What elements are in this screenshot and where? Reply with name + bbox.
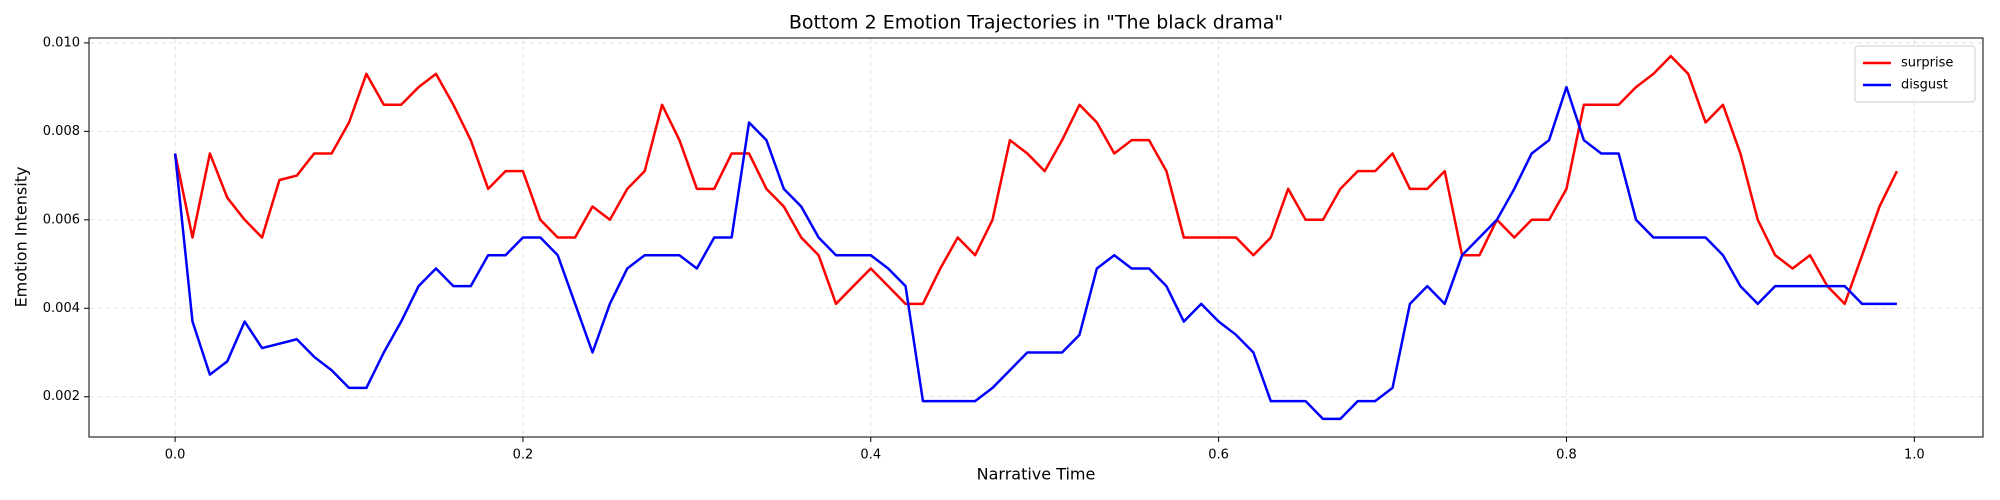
y-tick-label: 0.006 xyxy=(43,212,80,227)
y-tick-label: 0.010 xyxy=(43,35,80,50)
x-tick-label: 0.4 xyxy=(860,448,881,463)
y-tick-label: 0.002 xyxy=(43,389,80,404)
x-tick-label: 0.2 xyxy=(513,448,534,463)
y-axis-label: Emotion Intensity xyxy=(12,167,31,308)
y-tick-label: 0.004 xyxy=(43,301,80,316)
series-line xyxy=(173,85,1897,421)
y-tick-label: 0.008 xyxy=(43,124,80,139)
chart-title: Bottom 2 Emotion Trajectories in "The bl… xyxy=(789,12,1283,34)
series-line xyxy=(173,54,1899,306)
x-tick-label: 0.8 xyxy=(1556,448,1577,463)
x-axis-label: Narrative Time xyxy=(977,465,1096,484)
legend: surprise disgust xyxy=(1854,45,1976,103)
plot-frame xyxy=(88,37,1984,438)
legend-box xyxy=(1854,45,1976,103)
x-tick-label: 0.0 xyxy=(165,448,186,463)
legend-label: surprise xyxy=(1901,56,1953,71)
x-tick-label: 0.6 xyxy=(1208,448,1229,463)
x-tick-label: 1.0 xyxy=(1904,448,1925,463)
legend-label: disgust xyxy=(1901,78,1948,93)
